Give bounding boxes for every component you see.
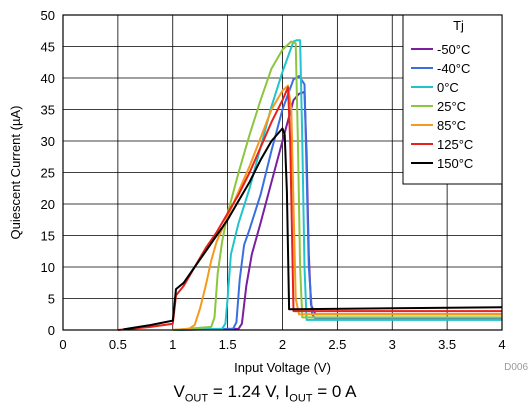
y-axis-title: Quiescent Current (µA) (8, 106, 23, 240)
series-line (172, 84, 502, 331)
series-line (172, 40, 502, 331)
legend-label: 0°C (437, 80, 459, 95)
caption-vout-value: = 1.24 V, (208, 382, 285, 401)
caption-iout-value: = 0 A (312, 382, 357, 401)
x-tick-label: 2 (279, 337, 286, 352)
legend-items: -50°C -40°C 0°C 25°C 85°C 125°C 150°C (411, 42, 473, 171)
x-axis-ticks: 0 0.5 1 1.5 2 2.5 3 3.5 4 (59, 337, 505, 352)
series-line (172, 39, 502, 331)
caption-iout-subscript: OUT (289, 392, 313, 405)
x-tick-label: 3 (389, 337, 396, 352)
series-line (172, 75, 502, 331)
x-tick-label: 2.5 (328, 337, 346, 352)
y-tick-label: 0 (48, 323, 55, 338)
figure-caption: VOUT = 1.24 V, IOUT = 0 A (0, 382, 530, 404)
caption-vout-subscript: OUT (184, 392, 209, 405)
x-tick-label: 0.5 (109, 337, 127, 352)
legend-label: -40°C (437, 61, 470, 76)
caption-iout-symbol: I (284, 382, 290, 401)
legend-box (402, 14, 503, 185)
y-tick-label: 15 (41, 229, 55, 244)
y-tick-label: 10 (41, 260, 55, 275)
y-tick-label: 40 (41, 71, 55, 86)
legend-label: 85°C (437, 118, 466, 133)
y-tick-label: 35 (41, 103, 55, 118)
legend-label: 150°C (437, 156, 473, 171)
y-tick-label: 5 (48, 292, 55, 307)
series-line (123, 127, 503, 331)
series-lines (117, 39, 503, 331)
legend-title: Tj (453, 18, 464, 33)
x-tick-label: 1 (169, 337, 176, 352)
x-tick-label: 1.5 (219, 337, 237, 352)
y-tick-label: 50 (41, 8, 55, 23)
legend-label: 25°C (437, 99, 466, 114)
legend: Tj -50°C -40°C 0°C 25°C 85°C 125°C 150°C (402, 14, 503, 185)
legend-label: 125°C (437, 137, 473, 152)
x-tick-label: 3.5 (438, 337, 456, 352)
y-axis-ticks: 0 5 10 15 20 25 30 35 40 45 50 (41, 8, 55, 338)
x-axis-title: Input Voltage (V) (234, 360, 331, 375)
y-tick-label: 45 (41, 40, 55, 55)
x-tick-label: 4 (498, 337, 505, 352)
y-tick-label: 30 (41, 134, 55, 149)
figure-id: D006 (504, 362, 528, 373)
x-tick-label: 0 (59, 337, 66, 352)
y-tick-label: 20 (41, 197, 55, 212)
caption-vout-symbol: V (173, 382, 185, 401)
legend-label: -50°C (437, 42, 470, 57)
y-tick-label: 25 (41, 166, 55, 181)
